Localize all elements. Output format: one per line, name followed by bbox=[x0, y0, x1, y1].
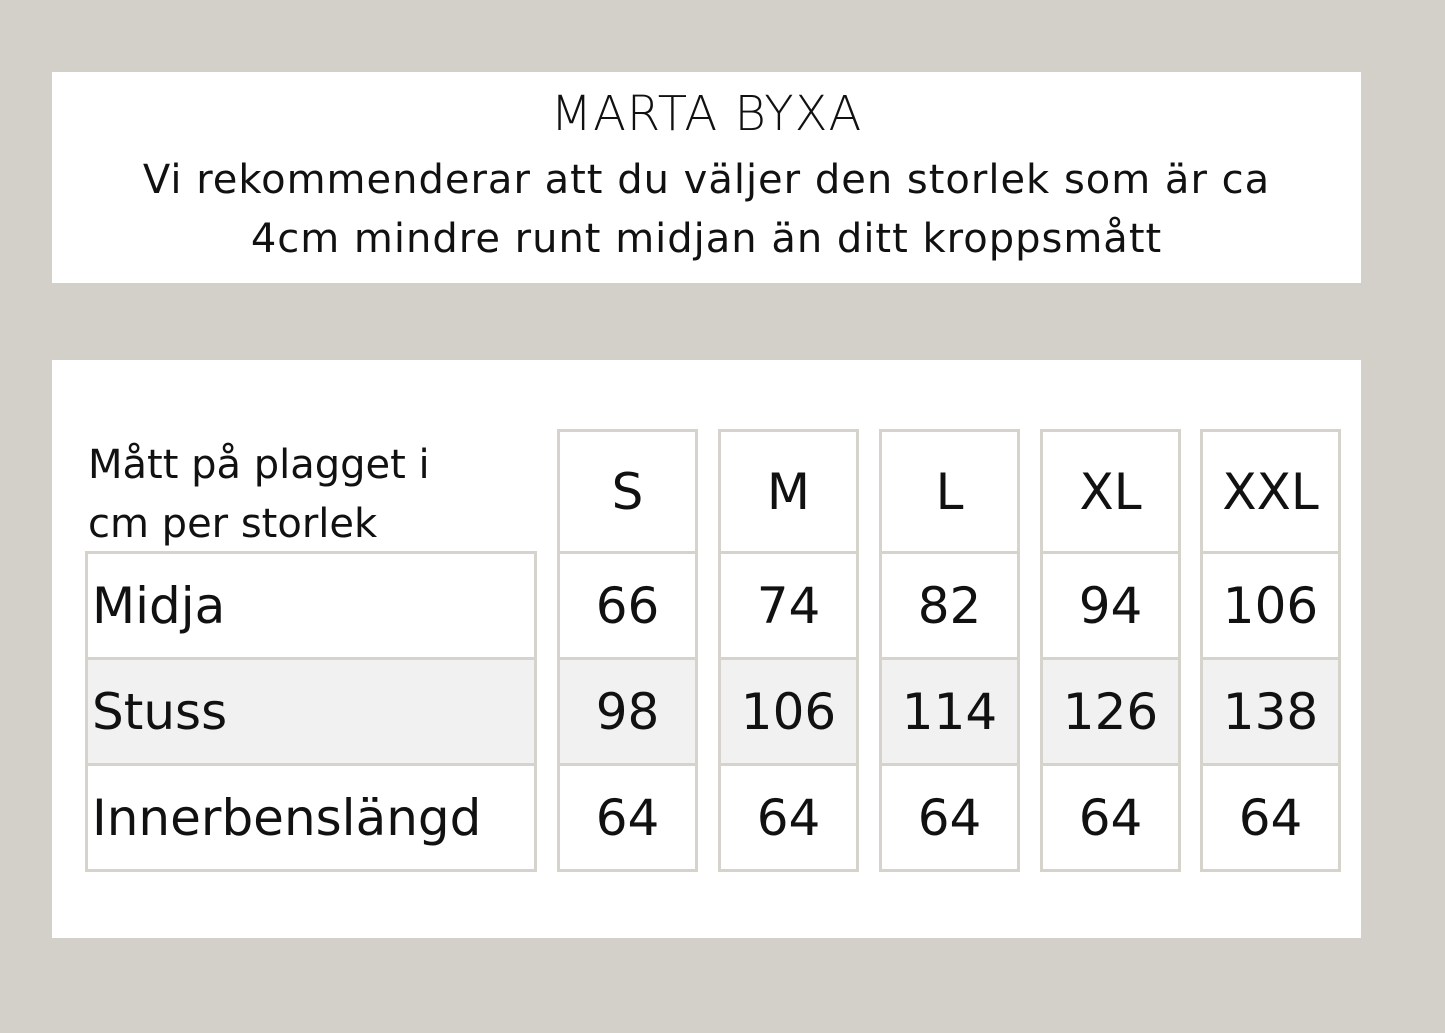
title-panel bbox=[52, 72, 1361, 283]
subtitle-line-1: Vi rekommenderar att du väljer den storl… bbox=[142, 157, 1271, 203]
table-cell: 66 bbox=[557, 551, 698, 660]
row-label-innerbenslängd: Innerbenslängd bbox=[85, 763, 537, 872]
size-header-m: M bbox=[718, 429, 859, 554]
corner-label-line-2: cm per storlek bbox=[88, 501, 378, 547]
size-table-panel bbox=[52, 360, 1361, 938]
table-cell: 94 bbox=[1040, 551, 1181, 660]
table-cell: 64 bbox=[1040, 763, 1181, 872]
table-cell: 98 bbox=[557, 657, 698, 766]
table-cell: 64 bbox=[557, 763, 698, 872]
table-cell: 74 bbox=[718, 551, 859, 660]
table-cell: 126 bbox=[1040, 657, 1181, 766]
page-title: MARTA BYXA bbox=[550, 86, 863, 142]
table-cell: 106 bbox=[718, 657, 859, 766]
table-cell: 138 bbox=[1200, 657, 1341, 766]
size-header-l: L bbox=[879, 429, 1020, 554]
subtitle-line-2: 4cm mindre runt midjan än ditt kroppsmåt… bbox=[250, 216, 1163, 262]
row-label-stuss: Stuss bbox=[85, 657, 537, 766]
size-header-s: S bbox=[557, 429, 698, 554]
corner-label-line-1: Mått på plagget i bbox=[88, 442, 430, 488]
row-label-midja: Midja bbox=[85, 551, 537, 660]
table-cell: 114 bbox=[879, 657, 1020, 766]
table-cell: 64 bbox=[1200, 763, 1341, 872]
size-header-xl: XL bbox=[1040, 429, 1181, 554]
corner-label: Mått på plagget i cm per storlek bbox=[88, 436, 430, 554]
table-cell: 82 bbox=[879, 551, 1020, 660]
table-cell: 106 bbox=[1200, 551, 1341, 660]
table-cell: 64 bbox=[879, 763, 1020, 872]
size-header-xxl: XXL bbox=[1200, 429, 1341, 554]
table-cell: 64 bbox=[718, 763, 859, 872]
